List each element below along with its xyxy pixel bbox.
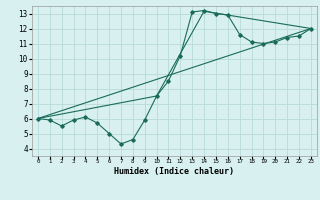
X-axis label: Humidex (Indice chaleur): Humidex (Indice chaleur) xyxy=(115,167,234,176)
